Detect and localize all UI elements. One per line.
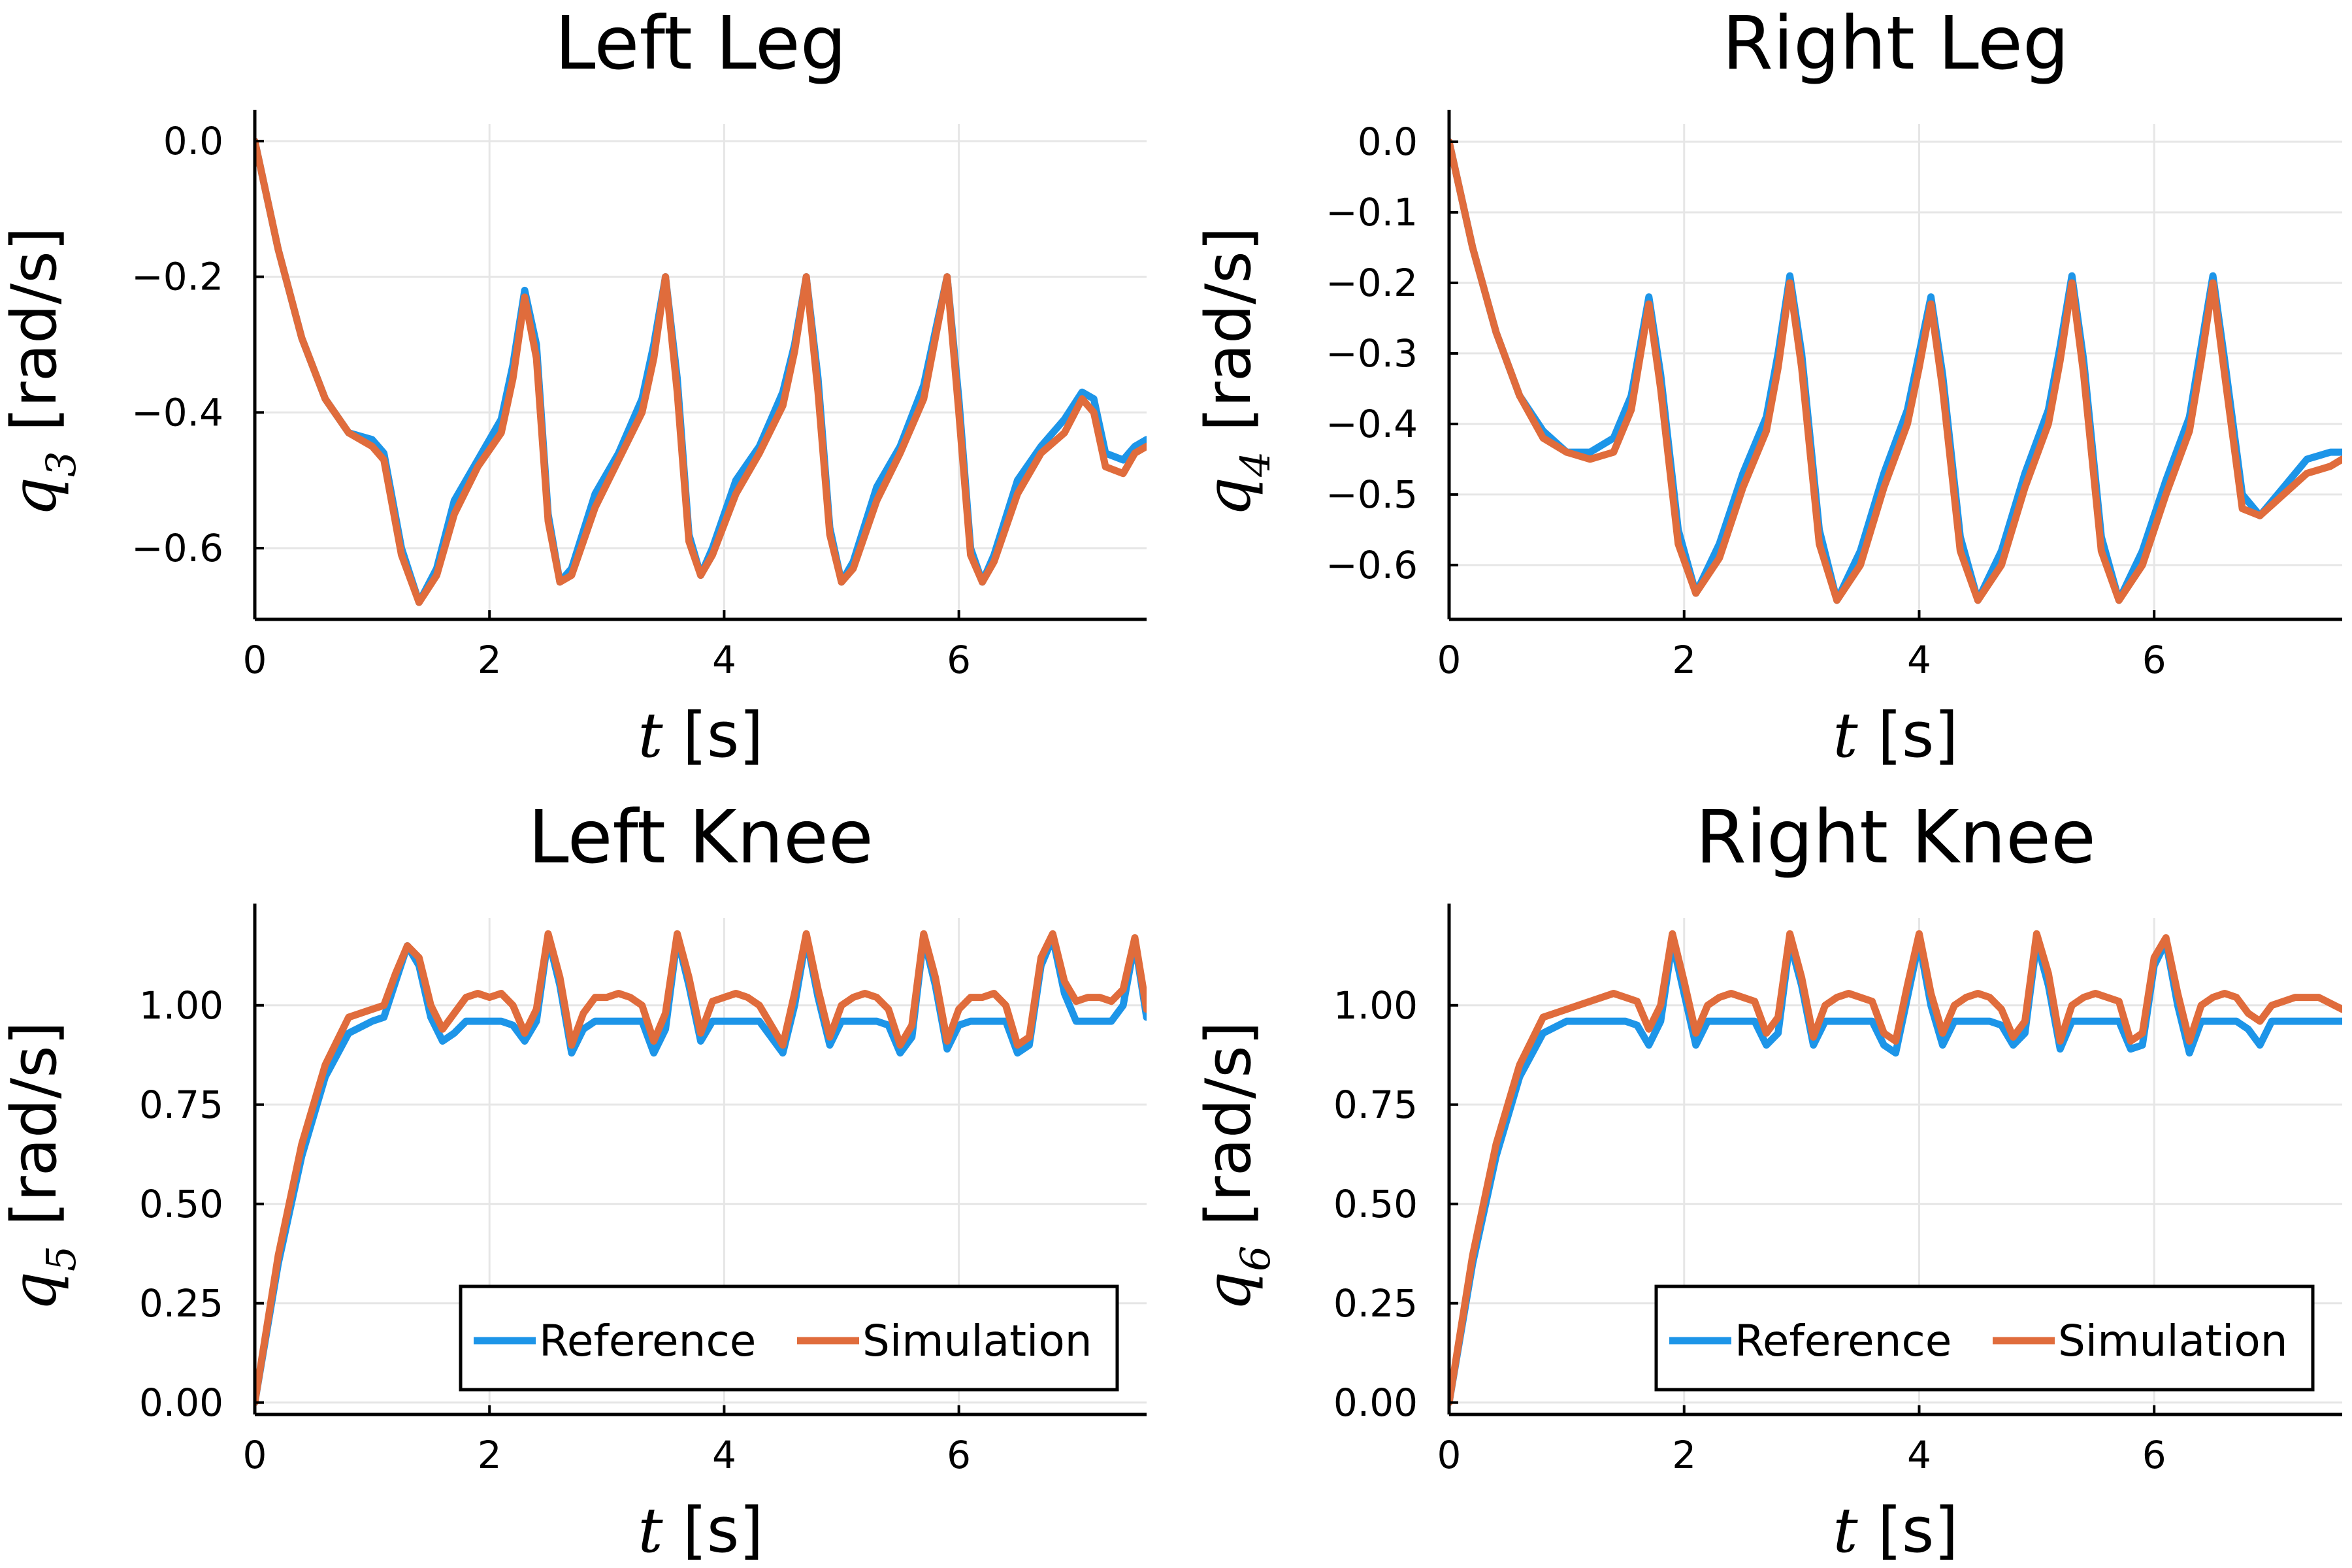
y-tick-label: 0.0: [163, 119, 223, 163]
y-axis-label-var: q: [0, 477, 71, 517]
x-axis-label: t [s]: [1833, 1495, 1958, 1567]
x-axis-label-var: t: [1833, 700, 1858, 772]
series-line-simulation: [255, 137, 1147, 606]
y-tick-label: 0.00: [139, 1380, 223, 1425]
series-line-reference: [255, 137, 1147, 606]
series-line-simulation: [1449, 930, 2342, 1407]
legend-label-reference: Reference: [1735, 1316, 1952, 1366]
x-axis-label: t [s]: [1833, 700, 1958, 772]
y-tick-label: −0.1: [1326, 190, 1418, 235]
x-axis-label-unit: [s]: [663, 1495, 764, 1567]
x-tick-label: 6: [2142, 1433, 2166, 1477]
y-axis-label-var: q: [1193, 477, 1265, 517]
y-axis-label-unit: [rad/s]: [1193, 227, 1265, 451]
y-tick-label: 0.50: [1333, 1182, 1418, 1226]
legend-label-simulation: Simulation: [862, 1316, 1092, 1366]
y-tick-label: −0.4: [131, 390, 223, 434]
y-axis-label-var: q: [1193, 1271, 1265, 1311]
y-tick-label: −0.6: [131, 526, 223, 570]
y-tick-label: 1.00: [139, 983, 223, 1028]
series-line-simulation: [1449, 138, 2342, 604]
legend: Reference Simulation: [459, 1284, 1119, 1392]
series-line-reference: [255, 934, 1147, 1407]
chart-title: Right Knee: [1695, 795, 2096, 880]
y-tick-label: 0.75: [139, 1083, 223, 1127]
x-tick-label: 2: [478, 1433, 502, 1477]
x-axis-label-unit: [s]: [1858, 700, 1959, 772]
legend-label-reference: Reference: [539, 1316, 756, 1366]
legend-box: [459, 1284, 1119, 1392]
chart-panel-2: 0 2 4 6 0.0 −0.1 −0.2 −0.3 −0.4 −0.5 −0.6 Right Leg…: [1193, 1, 2342, 772]
series-line-reference: [1449, 138, 2342, 604]
series-line-simulation: [255, 930, 1147, 1407]
x-tick-label: 0: [243, 1433, 267, 1477]
x-tick-label: 2: [1672, 1433, 1696, 1477]
x-axis-label-var: t: [638, 700, 663, 772]
y-axis-label-unit: [rad/s]: [0, 1021, 71, 1245]
y-axis-label-unit: [rad/s]: [1193, 1021, 1265, 1245]
y-axis-label-sub: 3: [37, 451, 85, 477]
y-tick-label: −0.6: [1326, 543, 1418, 587]
x-axis-label-unit: [s]: [1858, 1495, 1959, 1567]
legend-box: [1654, 1284, 2315, 1392]
x-tick-label: 0: [1437, 1433, 1462, 1477]
y-axis-label: q4 [rad/s]: [1193, 227, 1279, 517]
y-axis-label-var: q: [0, 1271, 71, 1311]
y-tick-label: −0.5: [1326, 472, 1418, 517]
x-tick-label: 4: [1907, 1433, 1931, 1477]
x-tick-label: 4: [712, 638, 736, 682]
x-axis-label-var: t: [638, 1495, 663, 1567]
y-tick-label: 1.00: [1333, 983, 1418, 1028]
chart-panel-1: 0 2 4 6 0.0 −0.2 −0.4 −0.6 Left Leg t [s] q3 [rad/…: [0, 1, 1147, 772]
x-tick-label: 2: [478, 638, 502, 682]
y-axis-label-unit: [rad/s]: [0, 227, 71, 451]
legend: Reference Simulation: [1654, 1284, 2315, 1392]
x-tick-label: 6: [947, 1433, 971, 1477]
x-tick-label: 4: [712, 1433, 736, 1477]
x-tick-label: 6: [2142, 638, 2166, 682]
x-axis-label-unit: [s]: [663, 700, 764, 772]
chart-title: Left Leg: [555, 1, 847, 86]
y-axis-label: q6 [rad/s]: [1193, 1021, 1279, 1311]
chart-title: Right Leg: [1722, 1, 2069, 86]
y-tick-label: −0.2: [1326, 261, 1418, 305]
y-axis-label: q3 [rad/s]: [0, 227, 85, 517]
y-axis-label: q5 [rad/s]: [0, 1021, 85, 1311]
x-tick-label: 4: [1907, 638, 1931, 682]
y-tick-label: 0.0: [1358, 120, 1418, 164]
y-axis-label-sub: 6: [1232, 1246, 1279, 1271]
y-tick-label: 0.75: [1333, 1083, 1418, 1127]
x-axis-label: t [s]: [638, 700, 763, 772]
x-axis-label: t [s]: [638, 1495, 763, 1567]
y-tick-label: −0.2: [131, 255, 223, 299]
y-tick-label: 0.00: [1333, 1380, 1418, 1425]
chart-panel-3: 0 2 4 6 0.00 0.25 0.50 0.75 1.00 Left Knee t [s] q5…: [0, 795, 1147, 1567]
y-axis-label-sub: 4: [1232, 451, 1279, 478]
y-tick-label: 0.25: [139, 1281, 223, 1326]
y-tick-label: −0.4: [1326, 402, 1418, 446]
x-tick-label: 0: [1437, 638, 1462, 682]
x-tick-label: 2: [1672, 638, 1696, 682]
x-axis-label-var: t: [1833, 1495, 1858, 1567]
chart-title: Left Knee: [528, 795, 874, 880]
chart-panel-4: 0 2 4 6 0.00 0.25 0.50 0.75 1.00 Right Knee t [s] q…: [1193, 795, 2342, 1567]
y-axis-label-sub: 5: [37, 1246, 85, 1271]
x-tick-label: 6: [947, 638, 971, 682]
y-tick-label: 0.25: [1333, 1281, 1418, 1326]
y-tick-label: −0.3: [1326, 331, 1418, 376]
x-tick-label: 0: [243, 638, 267, 682]
legend-label-simulation: Simulation: [2058, 1316, 2288, 1366]
y-tick-label: 0.50: [139, 1182, 223, 1226]
